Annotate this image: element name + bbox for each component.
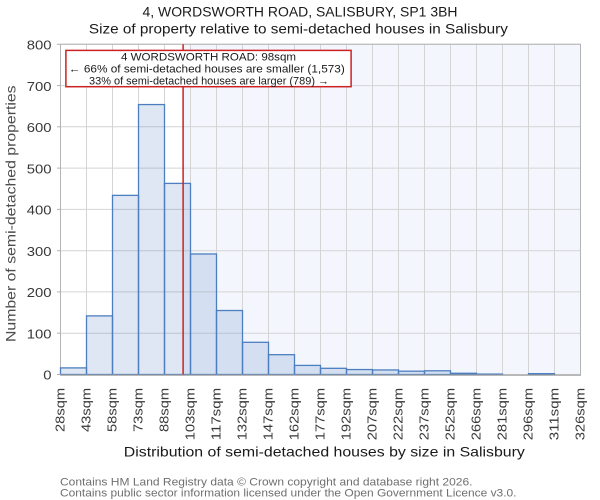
- svg-text:177sqm: 177sqm: [313, 388, 328, 440]
- svg-text:Size of property relative to s: Size of property relative to semi-detach…: [89, 21, 508, 37]
- svg-text:100: 100: [27, 326, 52, 341]
- svg-text:600: 600: [27, 120, 52, 135]
- svg-text:311sqm: 311sqm: [547, 388, 562, 440]
- svg-text:162sqm: 162sqm: [287, 388, 302, 440]
- svg-text:700: 700: [27, 79, 52, 94]
- svg-text:4 WORDSWORTH ROAD: 98sqm: 4 WORDSWORTH ROAD: 98sqm: [121, 52, 296, 64]
- svg-text:Number of semi-detached proper: Number of semi-detached properties: [3, 85, 19, 342]
- svg-text:800: 800: [27, 38, 52, 53]
- svg-text:222sqm: 222sqm: [391, 388, 406, 440]
- svg-text:400: 400: [27, 203, 52, 218]
- svg-text:4, WORDSWORTH ROAD, SALISBURY,: 4, WORDSWORTH ROAD, SALISBURY, SP1 3BH: [143, 4, 458, 20]
- svg-text:← 66% of semi-detached houses: ← 66% of semi-detached houses are smalle…: [69, 64, 345, 76]
- svg-text:132sqm: 132sqm: [235, 388, 250, 440]
- svg-text:147sqm: 147sqm: [261, 388, 276, 440]
- svg-text:Contains HM Land Registry data: Contains HM Land Registry data © Crown c…: [60, 477, 473, 489]
- svg-text:237sqm: 237sqm: [417, 388, 432, 440]
- svg-text:43sqm: 43sqm: [79, 388, 94, 432]
- svg-text:266sqm: 266sqm: [469, 388, 484, 440]
- svg-text:192sqm: 192sqm: [339, 388, 354, 440]
- svg-text:Contains public sector informa: Contains public sector information licen…: [60, 488, 517, 500]
- svg-text:500: 500: [27, 161, 52, 176]
- svg-text:0: 0: [43, 368, 51, 383]
- svg-text:281sqm: 281sqm: [495, 388, 510, 440]
- svg-text:252sqm: 252sqm: [443, 388, 458, 440]
- svg-text:58sqm: 58sqm: [105, 388, 120, 432]
- svg-text:326sqm: 326sqm: [573, 388, 588, 440]
- svg-text:33% of semi-detached houses ar: 33% of semi-detached houses are larger (…: [89, 75, 329, 87]
- svg-text:117sqm: 117sqm: [209, 388, 224, 440]
- svg-text:207sqm: 207sqm: [365, 388, 380, 440]
- svg-text:103sqm: 103sqm: [183, 388, 198, 440]
- svg-text:296sqm: 296sqm: [521, 388, 536, 440]
- svg-text:28sqm: 28sqm: [53, 388, 68, 432]
- svg-text:200: 200: [27, 285, 52, 300]
- svg-text:73sqm: 73sqm: [131, 388, 146, 432]
- svg-text:88sqm: 88sqm: [157, 388, 172, 432]
- svg-text:Distribution of semi-detached: Distribution of semi-detached houses by …: [124, 443, 525, 459]
- svg-text:300: 300: [27, 244, 52, 259]
